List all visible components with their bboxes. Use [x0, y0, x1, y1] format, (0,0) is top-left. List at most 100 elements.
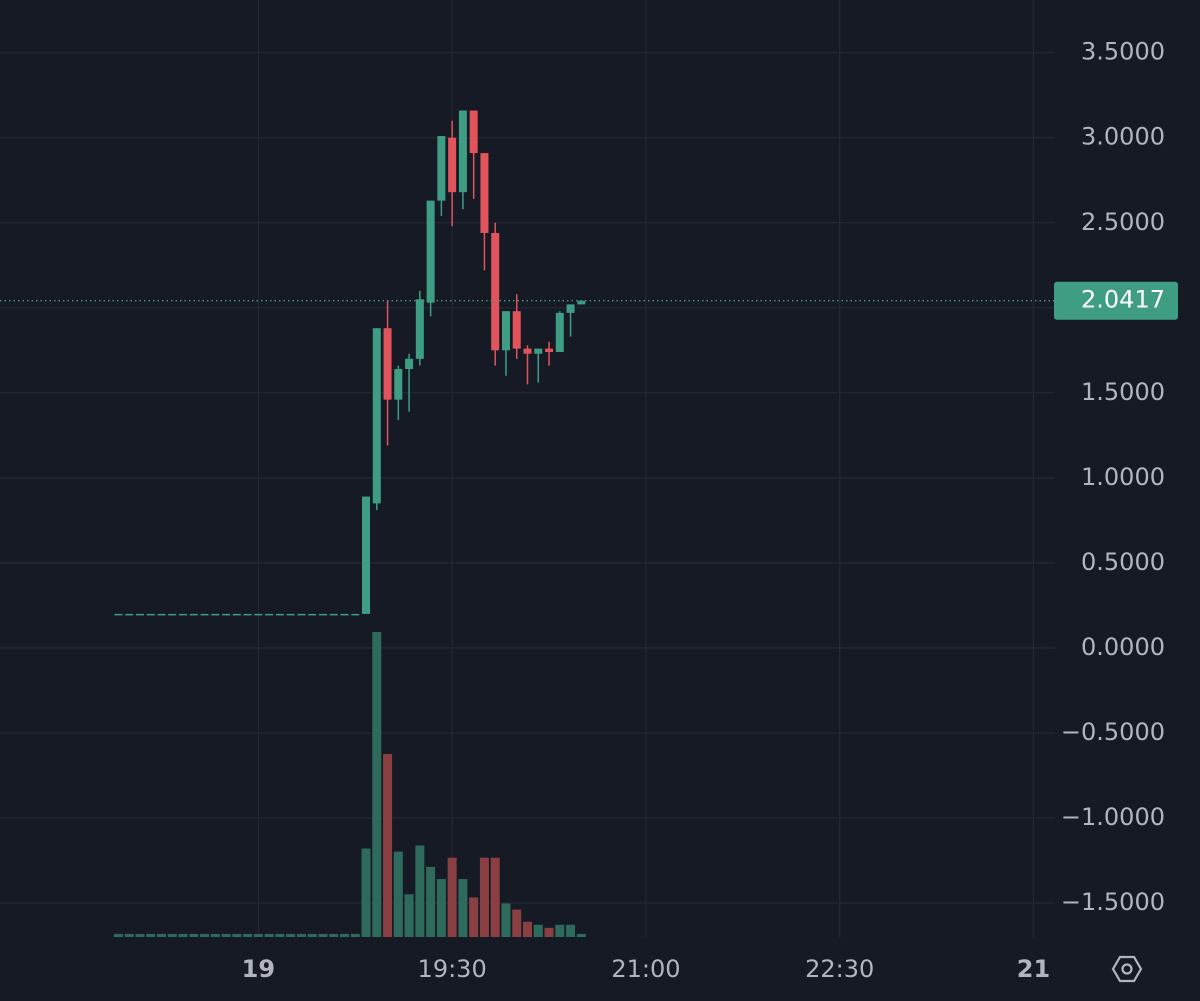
volume-bar: [113, 933, 123, 937]
volume-bar: [512, 909, 522, 937]
volume-bar: [458, 879, 468, 937]
volume-bar: [167, 933, 177, 937]
settings-icon-center: [1121, 963, 1133, 975]
volume-bar: [286, 933, 296, 937]
volume-bar: [318, 933, 328, 937]
candle-body: [523, 348, 532, 354]
volume-bar: [178, 933, 188, 937]
volume-bar: [275, 933, 285, 937]
settings-icon: [1111, 955, 1143, 983]
volume-bar: [307, 933, 317, 937]
candle-body: [534, 348, 543, 354]
volume-bar: [447, 857, 457, 937]
candle-body: [458, 110, 467, 193]
volume-bar: [135, 933, 145, 937]
candle-body: [480, 153, 489, 233]
volume-bar: [253, 933, 263, 937]
candle-body: [157, 613, 166, 616]
volume-bar: [200, 933, 210, 937]
candle-body: [340, 613, 349, 616]
volume-bar: [533, 924, 543, 937]
candle-body: [415, 299, 424, 359]
volume-bar: [372, 632, 382, 937]
volume-bar: [124, 933, 134, 937]
candle-body: [146, 613, 155, 616]
candle-body: [351, 613, 360, 616]
volume-bar: [404, 894, 414, 937]
candle-body: [168, 613, 177, 616]
candle-layer: [114, 110, 586, 616]
candle-body: [286, 613, 295, 616]
settings-button[interactable]: [1111, 955, 1143, 983]
y-tick-label: 3.0000: [1081, 123, 1165, 151]
volume-bar: [329, 933, 339, 937]
volume-bar: [189, 933, 199, 937]
candle-body: [254, 613, 263, 616]
y-tick-label: −1.5000: [1061, 888, 1165, 916]
volume-bar: [221, 933, 231, 937]
candle-body: [372, 328, 381, 504]
volume-bar: [501, 903, 511, 937]
candle-body: [243, 613, 252, 616]
y-tick-label: −1.0000: [1061, 803, 1165, 831]
volume-bar: [490, 857, 500, 937]
candle-body: [577, 300, 586, 305]
candle-body: [265, 613, 274, 616]
volume-bar: [350, 933, 360, 937]
y-tick-label: 2.5000: [1081, 208, 1165, 236]
volume-bar: [243, 933, 253, 937]
volume-bar: [393, 851, 403, 937]
volume-bar: [566, 924, 576, 937]
volume-bar: [232, 933, 242, 937]
volume-bar: [426, 866, 436, 937]
last-price-box: [1054, 281, 1178, 320]
volume-bar: [415, 845, 425, 937]
volume-bar: [339, 933, 349, 937]
x-tick-label: 21:00: [611, 955, 680, 983]
candle-body: [545, 348, 554, 353]
candle-body: [362, 496, 371, 614]
volume-bar: [544, 927, 554, 937]
candle-body: [383, 328, 392, 400]
volume-bar: [555, 924, 565, 937]
x-tick-label: 19:30: [418, 955, 487, 983]
candle-body: [491, 232, 500, 351]
candle-body: [308, 613, 317, 616]
volume-bar: [576, 933, 586, 937]
y-tick-label: −0.5000: [1061, 718, 1165, 746]
candle-body: [125, 613, 134, 616]
volume-bar: [156, 933, 166, 937]
candle-body: [426, 200, 435, 303]
candle-body: [448, 137, 457, 193]
volume-bar: [523, 921, 532, 937]
volume-bar: [210, 933, 220, 937]
y-tick-label: 3.5000: [1081, 38, 1165, 66]
y-tick-label: 1.5000: [1081, 378, 1165, 406]
x-tick-label: 21: [1017, 955, 1050, 983]
volume-bar: [383, 754, 393, 937]
candle-body: [297, 613, 306, 616]
volume-bar: [479, 857, 489, 937]
volume-layer: [113, 632, 586, 937]
last-price-label: 2.0417: [1081, 286, 1165, 314]
candle-body: [135, 613, 144, 616]
candle-body: [211, 613, 220, 616]
y-tick-label: 0.5000: [1081, 548, 1165, 576]
candle-body: [200, 613, 209, 616]
y-tick-label: 1.0000: [1081, 463, 1165, 491]
candle-body: [512, 311, 521, 349]
candle-body: [437, 136, 446, 201]
candle-body: [469, 110, 478, 154]
candle-body: [179, 613, 188, 616]
candle-body: [222, 613, 231, 616]
candle-body: [405, 358, 414, 370]
grid: [0, 0, 1055, 937]
volume-bar: [296, 933, 306, 937]
candle-body: [318, 613, 327, 616]
candle-body: [555, 312, 564, 353]
candle-body: [189, 613, 198, 616]
x-tick-label: 22:30: [805, 955, 874, 983]
